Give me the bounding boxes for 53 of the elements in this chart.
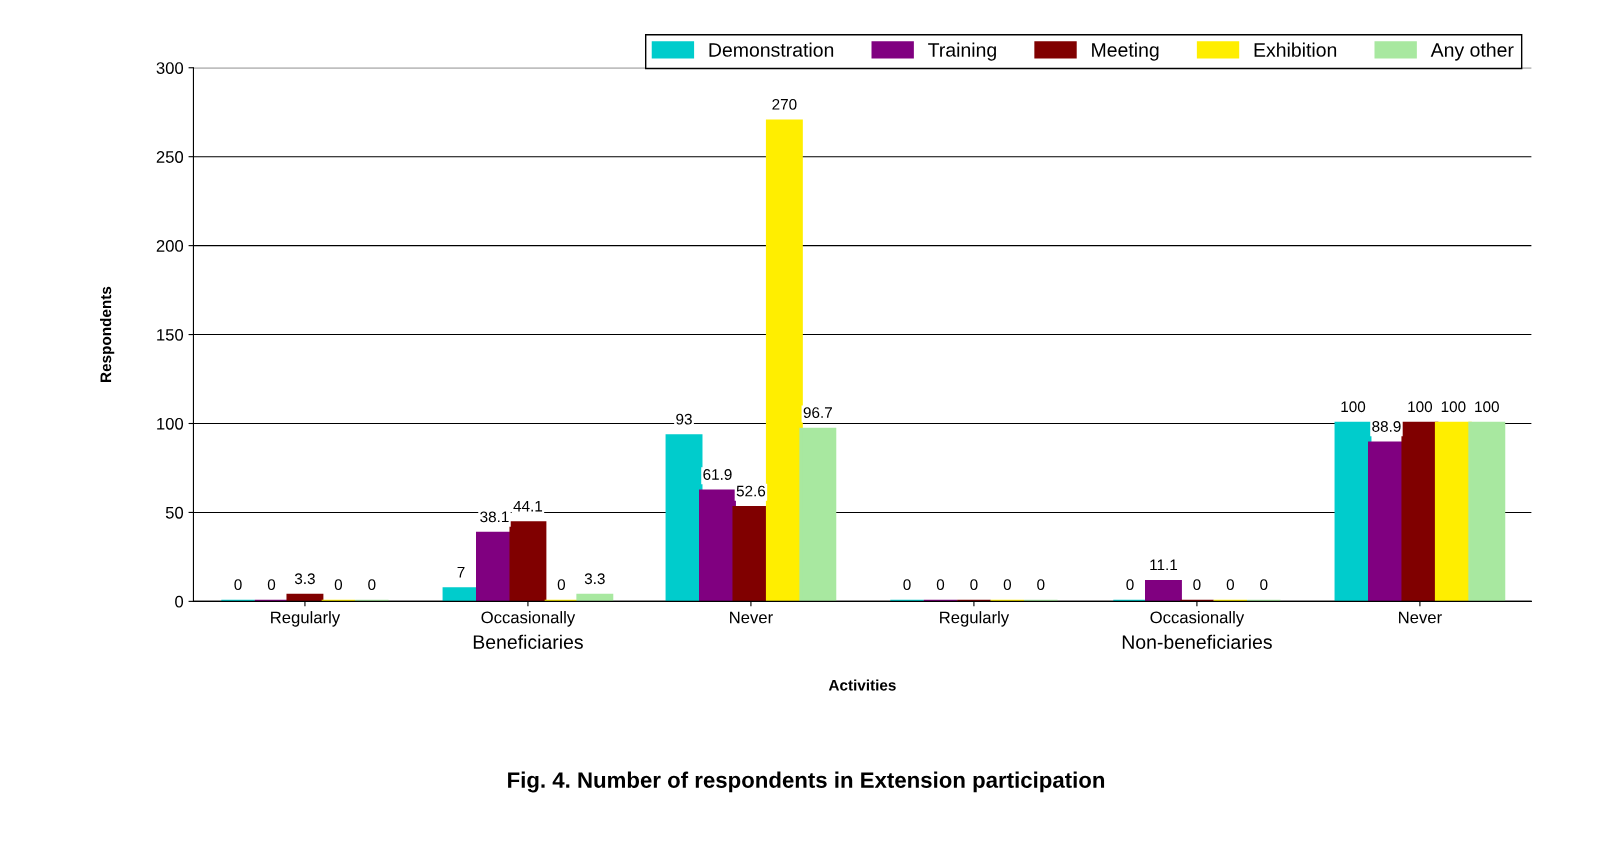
data-label: 0 — [936, 579, 945, 591]
legend-label: Demonstration — [709, 42, 834, 57]
text: Fig. 4. Number of respondents in Extension participation — [508, 771, 1105, 793]
legend-label: Any other — [1430, 42, 1514, 61]
data-label: 0 — [368, 579, 376, 591]
data-label: 0 — [1037, 579, 1045, 591]
data-label: 0 — [557, 579, 566, 591]
text: Beneficiaries — [473, 634, 583, 649]
x-tick-label: Never — [1399, 611, 1442, 624]
data-label: 0 — [1226, 579, 1235, 591]
data-label: 44.1 — [513, 500, 543, 512]
data-label: 96.7 — [803, 407, 832, 419]
text: Non-beneficiaries — [1122, 634, 1272, 649]
x-tick-label: Occasionally — [1150, 611, 1245, 627]
data-label: 270 — [772, 98, 797, 110]
y-tick-label: 0 — [175, 595, 184, 608]
y-tick-label: 50 — [165, 506, 184, 519]
data-label: 0 — [1003, 579, 1012, 591]
x-tick-label: Never — [730, 611, 773, 624]
data-label: 0 — [1126, 579, 1134, 591]
data-label: 0 — [234, 579, 242, 591]
data-label: 88.9 — [1372, 421, 1401, 432]
x-tick-label: Occasionally — [481, 611, 576, 627]
data-label: 100 — [1408, 401, 1433, 413]
x-tick-label: Regularly — [271, 611, 341, 627]
data-label: 0 — [1193, 579, 1201, 591]
data-label: 0 — [334, 579, 343, 591]
y-tick-label: 150 — [157, 328, 184, 341]
data-label: 11.1 — [1150, 559, 1178, 571]
y-tick-label: 200 — [156, 240, 184, 252]
data-label: 38.1 — [480, 511, 509, 523]
data-label: 0 — [1260, 579, 1268, 591]
data-label: 0 — [903, 579, 911, 591]
data-label: 0 — [267, 579, 276, 591]
x-tick-label: Regularly — [940, 611, 1010, 627]
data-label: 7 — [457, 566, 465, 578]
y-tick-label: 100 — [157, 417, 184, 430]
data-label: 100 — [1441, 401, 1466, 413]
legend-label: Training — [928, 42, 996, 61]
data-label: 52.6 — [736, 485, 766, 497]
data-label: 93 — [676, 413, 692, 425]
data-label: 61.9 — [703, 469, 732, 480]
data-label: 0 — [970, 579, 978, 591]
y-axis-title: Respondents — [100, 286, 115, 382]
y-tick-label: 250 — [156, 151, 184, 163]
x-axis-title: Activities — [828, 679, 896, 691]
data-label: 3.3 — [294, 573, 315, 585]
legend-label: Meeting — [1092, 42, 1159, 61]
y-tick-label: 300 — [156, 62, 184, 74]
data-label: 3.3 — [584, 573, 605, 585]
legend-label: Exhibition — [1254, 42, 1337, 57]
data-label: 100 — [1475, 401, 1499, 413]
data-label: 100 — [1341, 401, 1366, 413]
